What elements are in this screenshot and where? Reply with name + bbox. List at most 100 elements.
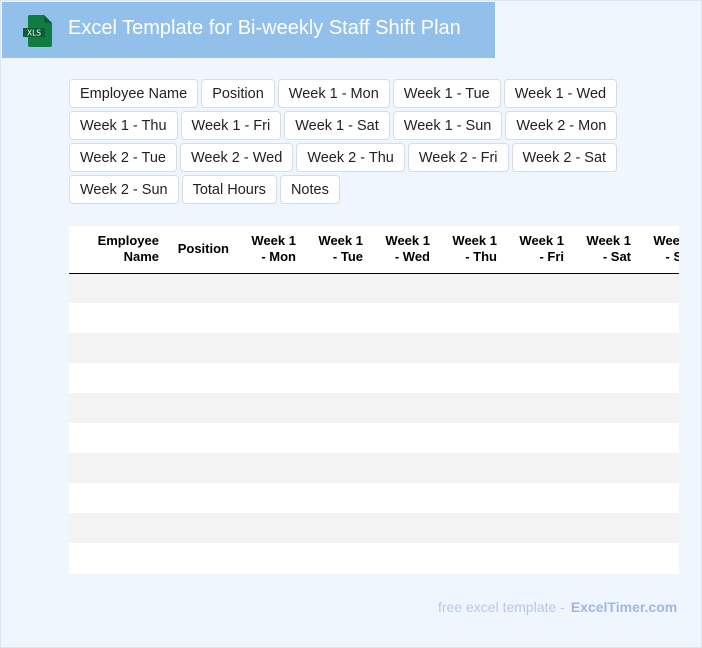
table-cell[interactable]: [304, 483, 371, 513]
table-cell[interactable]: [572, 513, 639, 543]
table-cell[interactable]: [167, 363, 237, 393]
column-chip[interactable]: Week 1 - Sat: [284, 111, 390, 140]
column-chip[interactable]: Week 1 - Thu: [69, 111, 178, 140]
column-chip[interactable]: Week 2 - Thu: [296, 143, 405, 172]
table-cell[interactable]: [237, 333, 304, 363]
column-chip[interactable]: Week 2 - Tue: [69, 143, 177, 172]
table-cell[interactable]: [572, 333, 639, 363]
column-chip[interactable]: Week 2 - Sat: [511, 143, 618, 172]
column-chip[interactable]: Week 1 - Wed: [503, 79, 618, 108]
table-cell[interactable]: [237, 453, 304, 483]
table-cell[interactable]: [572, 543, 639, 573]
column-chip[interactable]: Week 1 - Fri: [180, 111, 282, 140]
table-cell[interactable]: [572, 453, 639, 483]
table-cell[interactable]: [572, 303, 639, 333]
column-chip[interactable]: Total Hours: [181, 175, 277, 204]
table-cell[interactable]: [572, 483, 639, 513]
table-cell[interactable]: [639, 483, 679, 513]
table-cell[interactable]: [639, 453, 679, 483]
table-cell[interactable]: [371, 363, 438, 393]
table-cell[interactable]: [438, 303, 505, 333]
table-cell[interactable]: [69, 303, 167, 333]
table-cell[interactable]: [438, 363, 505, 393]
column-chip[interactable]: Week 2 - Fri: [407, 143, 509, 172]
table-cell[interactable]: [639, 423, 679, 453]
table-cell[interactable]: [505, 453, 572, 483]
table-cell[interactable]: [438, 483, 505, 513]
table-cell[interactable]: [505, 423, 572, 453]
table-cell[interactable]: [639, 333, 679, 363]
column-chip[interactable]: Notes: [279, 175, 340, 204]
table-cell[interactable]: [371, 423, 438, 453]
table-cell[interactable]: [237, 483, 304, 513]
table-cell[interactable]: [505, 543, 572, 573]
table-cell[interactable]: [505, 363, 572, 393]
table-cell[interactable]: [505, 513, 572, 543]
column-chip[interactable]: Position: [201, 79, 275, 108]
table-cell[interactable]: [167, 423, 237, 453]
table-cell[interactable]: [371, 393, 438, 423]
table-cell[interactable]: [167, 513, 237, 543]
table-cell[interactable]: [237, 273, 304, 303]
table-cell[interactable]: [167, 273, 237, 303]
table-cell[interactable]: [505, 333, 572, 363]
table-cell[interactable]: [639, 543, 679, 573]
table-cell[interactable]: [371, 303, 438, 333]
table-cell[interactable]: [304, 363, 371, 393]
table-cell[interactable]: [639, 273, 679, 303]
table-cell[interactable]: [438, 423, 505, 453]
table-cell[interactable]: [69, 393, 167, 423]
table-cell[interactable]: [572, 273, 639, 303]
column-chip[interactable]: Week 2 - Sun: [69, 175, 179, 204]
table-cell[interactable]: [237, 393, 304, 423]
table-cell[interactable]: [304, 423, 371, 453]
column-chip[interactable]: Week 1 - Tue: [392, 79, 501, 108]
table-cell[interactable]: [237, 303, 304, 333]
table-cell[interactable]: [69, 543, 167, 573]
table-cell[interactable]: [572, 423, 639, 453]
table-cell[interactable]: [167, 483, 237, 513]
column-chip[interactable]: Week 2 - Mon: [505, 111, 618, 140]
table-cell[interactable]: [69, 333, 167, 363]
table-cell[interactable]: [304, 273, 371, 303]
table-cell[interactable]: [69, 483, 167, 513]
table-cell[interactable]: [237, 513, 304, 543]
table-cell[interactable]: [371, 333, 438, 363]
table-cell[interactable]: [639, 513, 679, 543]
table-cell[interactable]: [371, 483, 438, 513]
table-cell[interactable]: [438, 333, 505, 363]
table-cell[interactable]: [371, 513, 438, 543]
table-cell[interactable]: [69, 273, 167, 303]
table-cell[interactable]: [304, 303, 371, 333]
table-cell[interactable]: [237, 543, 304, 573]
table-cell[interactable]: [69, 513, 167, 543]
table-cell[interactable]: [237, 423, 304, 453]
column-chip[interactable]: Week 1 - Sun: [392, 111, 503, 140]
table-cell[interactable]: [167, 453, 237, 483]
table-cell[interactable]: [237, 363, 304, 393]
table-cell[interactable]: [167, 303, 237, 333]
table-cell[interactable]: [167, 333, 237, 363]
column-chip[interactable]: Week 2 - Wed: [179, 143, 294, 172]
table-cell[interactable]: [438, 453, 505, 483]
table-cell[interactable]: [438, 393, 505, 423]
table-cell[interactable]: [505, 483, 572, 513]
table-cell[interactable]: [639, 303, 679, 333]
table-cell[interactable]: [505, 303, 572, 333]
table-cell[interactable]: [438, 273, 505, 303]
table-cell[interactable]: [639, 363, 679, 393]
table-cell[interactable]: [438, 543, 505, 573]
table-cell[interactable]: [69, 363, 167, 393]
table-cell[interactable]: [69, 453, 167, 483]
table-cell[interactable]: [371, 453, 438, 483]
column-chip[interactable]: Week 1 - Mon: [277, 79, 390, 108]
table-cell[interactable]: [572, 363, 639, 393]
table-cell[interactable]: [639, 393, 679, 423]
table-cell[interactable]: [69, 423, 167, 453]
table-cell[interactable]: [304, 333, 371, 363]
table-cell[interactable]: [438, 513, 505, 543]
footer-brand-link[interactable]: ExcelTimer.com: [570, 599, 678, 615]
table-cell[interactable]: [304, 513, 371, 543]
table-cell[interactable]: [505, 273, 572, 303]
column-chip[interactable]: Employee Name: [69, 79, 199, 108]
